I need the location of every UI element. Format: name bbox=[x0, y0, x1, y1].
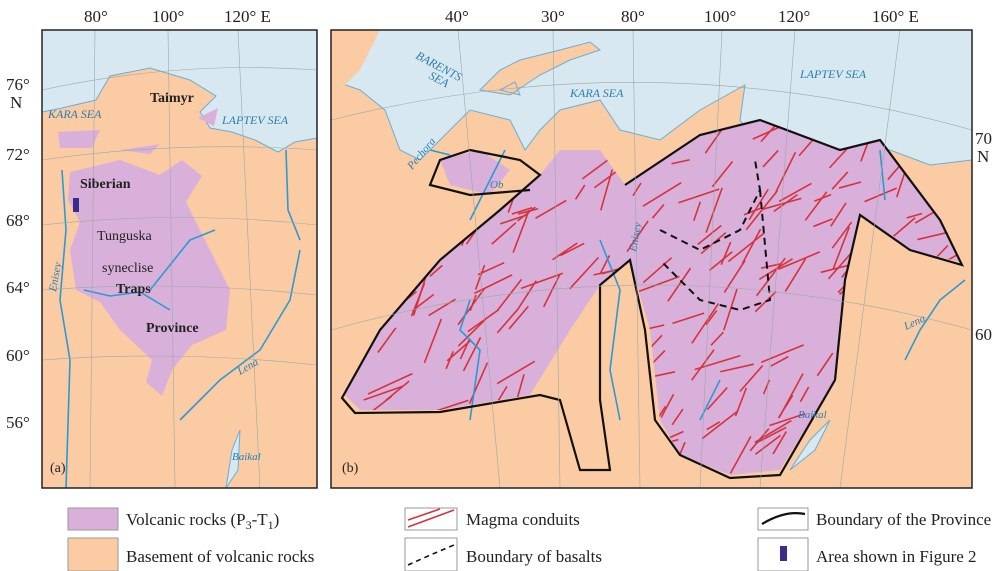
region-label: Traps bbox=[116, 282, 151, 297]
legend-label: Boundary of basalts bbox=[466, 547, 602, 566]
lake-label: Baikal bbox=[232, 451, 261, 463]
lat-label: N bbox=[977, 147, 989, 166]
lon-label: 120° bbox=[778, 7, 810, 26]
lat-label: 70 bbox=[975, 129, 992, 148]
panel-label: (a) bbox=[50, 461, 66, 476]
legend-label: Area shown in Figure 2 bbox=[816, 547, 977, 566]
lon-label: 40° bbox=[445, 7, 469, 26]
lon-label: 100° bbox=[704, 7, 736, 26]
sea-label: LAPTEV SEA bbox=[221, 113, 289, 127]
region-label: Province bbox=[146, 321, 199, 336]
figure: KARA SEA LAPTEV SEA Taimyr Siberian Tung… bbox=[0, 0, 994, 571]
lon-label: 120° E bbox=[224, 7, 271, 26]
sea-label: KARA SEA bbox=[47, 107, 102, 121]
panel-label: (b) bbox=[342, 461, 359, 476]
sea-label: LAPTEV SEA bbox=[799, 67, 867, 81]
lon-label: 160° E bbox=[872, 7, 919, 26]
lat-label: 68° bbox=[6, 211, 30, 230]
region-label: Siberian bbox=[80, 177, 131, 192]
lon-label: 80° bbox=[621, 7, 645, 26]
legend-label: Volcanic rocks (P3-T1) bbox=[126, 510, 279, 532]
region-label: syneclise bbox=[102, 261, 153, 276]
legend-label: Magma conduits bbox=[466, 510, 580, 529]
panel-b-map: BARENTS SEA KARA SEA LAPTEV SEA Pechora … bbox=[331, 30, 982, 488]
sea-label: KARA SEA bbox=[569, 86, 624, 100]
lon-label: 100° bbox=[152, 7, 184, 26]
lat-label: 60 bbox=[975, 325, 992, 344]
lat-label: 56° bbox=[6, 413, 30, 432]
lon-label: 80° bbox=[84, 7, 108, 26]
lat-label: 60° bbox=[6, 346, 30, 365]
legend-label: Basement of volcanic rocks bbox=[126, 547, 314, 566]
lat-label: N bbox=[10, 93, 22, 112]
lat-label: 72° bbox=[6, 145, 30, 164]
lake-label: Baikal bbox=[798, 409, 827, 421]
legend: Volcanic rocks (P3-T1) Basement of volca… bbox=[68, 508, 991, 571]
lat-label: 76° bbox=[6, 75, 30, 94]
lon-label: 30° bbox=[541, 7, 565, 26]
legend-label: Boundary of the Province bbox=[816, 510, 991, 529]
region-label: Taimyr bbox=[150, 91, 194, 106]
lat-label: 64° bbox=[6, 278, 30, 297]
river-label: Ob bbox=[490, 179, 504, 191]
panel-a-map: KARA SEA LAPTEV SEA Taimyr Siberian Tung… bbox=[42, 30, 317, 488]
region-label: Tunguska bbox=[97, 229, 153, 244]
